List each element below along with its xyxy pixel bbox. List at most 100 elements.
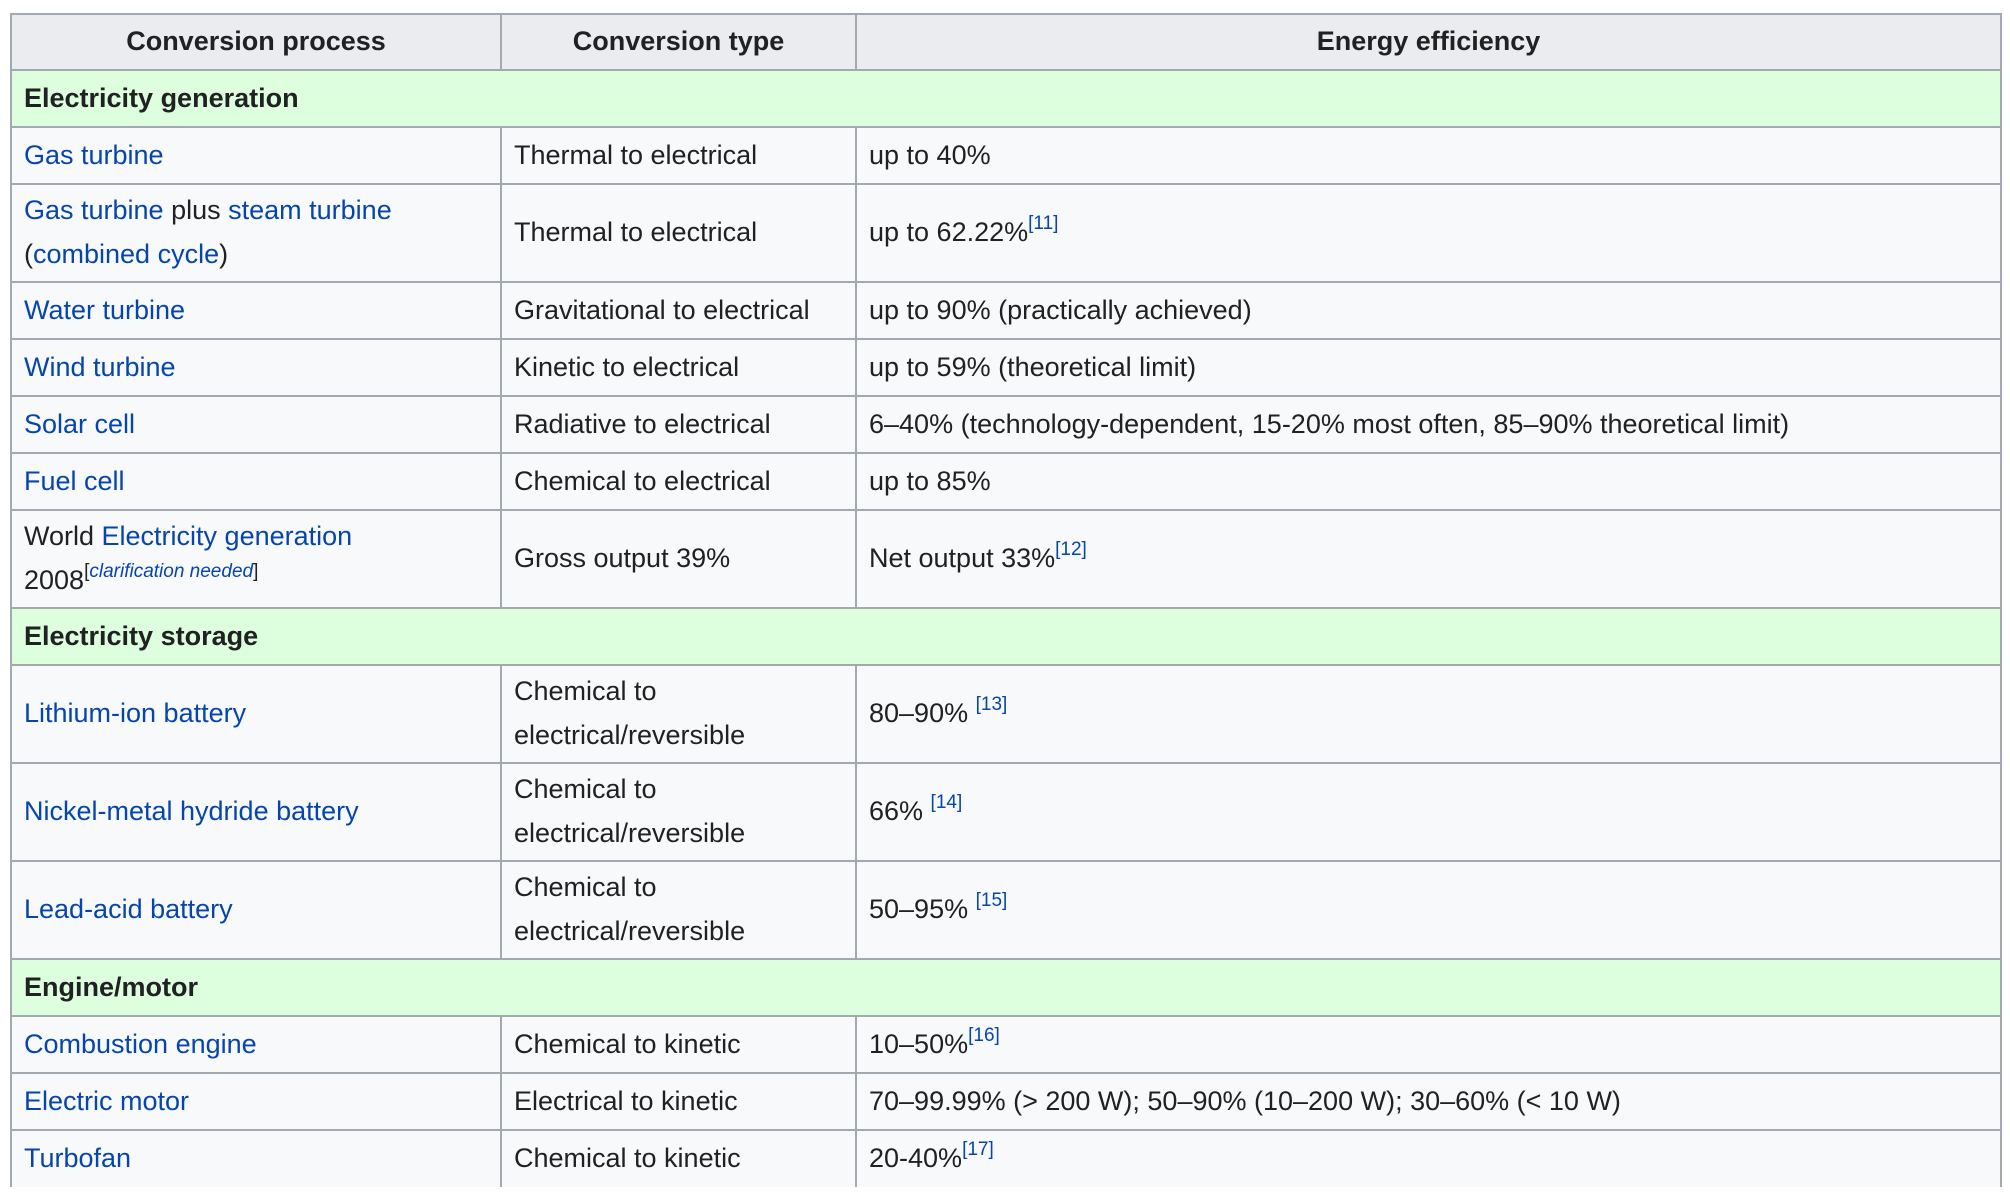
process-cell: Gas turbine plus steam turbine (combined… (10, 183, 502, 283)
table-row: Turbofan Chemical to kinetic 20-40%[17] (10, 1129, 2002, 1187)
gas-turbine-link[interactable]: Gas turbine (24, 139, 164, 170)
process-cell: Fuel cell (10, 452, 502, 511)
process-cell: Nickel-metal hydride battery (10, 762, 502, 862)
wind-turbine-link[interactable]: Wind turbine (24, 351, 176, 382)
process-cell: Lead-acid battery (10, 860, 502, 960)
type-cell: Chemical to kinetic (500, 1129, 857, 1187)
clarification-needed-link[interactable]: clarification needed (89, 561, 254, 582)
efficiency-cell: up to 59% (theoretical limit) (855, 338, 2002, 397)
type-cell: Chemical to electrical/reversible (500, 860, 857, 960)
table-row: Water turbine Gravitational to electrica… (10, 281, 2002, 340)
section-row-electricity-generation: Electricity generation (10, 69, 2002, 128)
table-row: Lithium-ion battery Chemical to electric… (10, 664, 2002, 764)
section-heading: Engine/motor (10, 958, 2002, 1017)
column-header-energy-efficiency[interactable]: Energy efficiency (855, 13, 2002, 71)
process-text: ) (219, 239, 229, 269)
electric-motor-link[interactable]: Electric motor (24, 1085, 190, 1116)
section-row-electricity-storage: Electricity storage (10, 607, 2002, 666)
efficiency-value: 80–90% (869, 698, 976, 729)
type-cell: Gravitational to electrical (500, 281, 857, 340)
column-header-conversion-process[interactable]: Conversion process (10, 13, 502, 71)
type-cell: Kinetic to electrical (500, 338, 857, 397)
lithium-ion-battery-link[interactable]: Lithium-ion battery (24, 698, 247, 729)
bracket-close: ] (253, 561, 259, 582)
type-cell: Chemical to electrical/reversible (500, 762, 857, 862)
table-row: Gas turbine plus steam turbine (combined… (10, 183, 2002, 283)
efficiency-cell: 6–40% (technology-dependent, 15-20% most… (855, 395, 2002, 454)
table-row: World Electricity generation 2008[clarif… (10, 509, 2002, 609)
process-text: plus (163, 195, 229, 226)
efficiency-value: 66% (869, 796, 931, 827)
efficiency-cell: 10–50%[16] (855, 1015, 2002, 1074)
combined-cycle-link[interactable]: combined cycle (33, 239, 220, 269)
type-cell: Radiative to electrical (500, 395, 857, 454)
type-cell: Chemical to electrical (500, 452, 857, 511)
process-cell: Lithium-ion battery (10, 664, 502, 764)
table-row: Gas turbine Thermal to electrical up to … (10, 126, 2002, 185)
clarification-needed-tag: [clarification needed] (84, 561, 258, 582)
process-cell: Water turbine (10, 281, 502, 340)
section-heading: Electricity generation (10, 69, 2002, 128)
fuel-cell-link[interactable]: Fuel cell (24, 465, 125, 496)
efficiency-value: 10–50% (869, 1028, 969, 1059)
efficiency-cell: up to 40% (855, 126, 2002, 185)
solar-cell-link[interactable]: Solar cell (24, 408, 136, 439)
efficiency-cell: 20-40%[17] (855, 1129, 2002, 1187)
combustion-engine-link[interactable]: Combustion engine (24, 1028, 257, 1059)
table-header-row: Conversion process Conversion type Energ… (10, 13, 2002, 71)
table-row: Combustion engine Chemical to kinetic 10… (10, 1015, 2002, 1074)
section-row-engine-motor: Engine/motor (10, 958, 2002, 1017)
efficiency-cell: 50–95% [15] (855, 860, 2002, 960)
table-row: Nickel-metal hydride battery Chemical to… (10, 762, 2002, 862)
reference-link[interactable]: [17] (962, 1139, 994, 1161)
efficiency-cell: up to 90% (practically achieved) (855, 281, 2002, 340)
type-cell: Chemical to kinetic (500, 1015, 857, 1074)
table-row: Lead-acid battery Chemical to electrical… (10, 860, 2002, 960)
reference-link[interactable]: [14] (930, 792, 963, 814)
reference-link[interactable]: [13] (975, 694, 1008, 716)
process-text: ( (24, 239, 33, 269)
efficiency-value: 50–95% (869, 894, 976, 925)
efficiency-cell: 80–90% [13] (855, 664, 2002, 764)
efficiency-cell: up to 85% (855, 452, 2002, 511)
table-row: Electric motor Electrical to kinetic 70–… (10, 1072, 2002, 1131)
gas-turbine-link[interactable]: Gas turbine (24, 195, 164, 226)
process-cell: Turbofan (10, 1129, 502, 1187)
electricity-generation-link[interactable]: Electricity generation (101, 521, 353, 552)
process-cell: Gas turbine (10, 126, 502, 185)
efficiency-value: Net output 33% (869, 543, 1056, 574)
type-cell: Chemical to electrical/reversible (500, 664, 857, 764)
table-row: Solar cell Radiative to electrical 6–40%… (10, 395, 2002, 454)
efficiency-value: up to 62.22% (869, 217, 1029, 248)
turbofan-link[interactable]: Turbofan (24, 1143, 132, 1174)
energy-efficiency-table: Conversion process Conversion type Energ… (10, 13, 2002, 1187)
steam-turbine-link[interactable]: steam turbine (228, 195, 392, 226)
type-cell: Gross output 39% (500, 509, 857, 609)
reference-link[interactable]: [15] (975, 890, 1008, 912)
process-cell: World Electricity generation 2008[clarif… (10, 509, 502, 609)
process-text: World (24, 521, 102, 552)
efficiency-cell: Net output 33%[12] (855, 509, 2002, 609)
efficiency-cell: 70–99.99% (> 200 W); 50–90% (10–200 W); … (855, 1072, 2002, 1131)
reference-link[interactable]: [12] (1055, 539, 1087, 561)
lead-acid-battery-link[interactable]: Lead-acid battery (24, 894, 233, 925)
efficiency-cell: 66% [14] (855, 762, 2002, 862)
process-text: 2008 (24, 565, 85, 595)
bracket-open: [ (84, 561, 90, 582)
nickel-metal-hydride-battery-link[interactable]: Nickel-metal hydride battery (24, 796, 359, 827)
efficiency-cell: up to 62.22%[11] (855, 183, 2002, 283)
reference-link[interactable]: [16] (968, 1024, 1000, 1046)
reference-link[interactable]: [11] (1028, 213, 1059, 235)
type-cell: Thermal to electrical (500, 183, 857, 283)
section-heading: Electricity storage (10, 607, 2002, 666)
type-cell: Electrical to kinetic (500, 1072, 857, 1131)
column-header-conversion-type[interactable]: Conversion type (500, 13, 857, 71)
efficiency-value: 20-40% (869, 1143, 963, 1174)
process-cell: Wind turbine (10, 338, 502, 397)
process-cell: Solar cell (10, 395, 502, 454)
table-row: Fuel cell Chemical to electrical up to 8… (10, 452, 2002, 511)
table-row: Wind turbine Kinetic to electrical up to… (10, 338, 2002, 397)
process-cell: Electric motor (10, 1072, 502, 1131)
process-cell: Combustion engine (10, 1015, 502, 1074)
water-turbine-link[interactable]: Water turbine (24, 294, 186, 325)
